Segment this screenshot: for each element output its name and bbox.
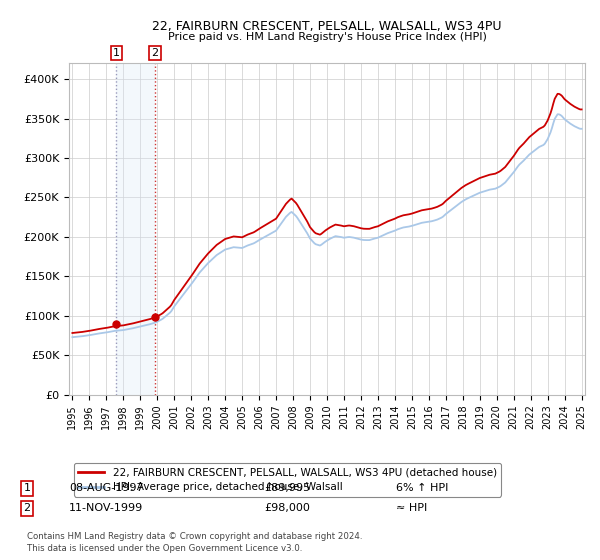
Text: 1: 1 [113,48,120,58]
Text: £89,995: £89,995 [264,483,310,493]
Text: 6% ↑ HPI: 6% ↑ HPI [396,483,448,493]
Text: 1: 1 [23,483,31,493]
Text: 11-NOV-1999: 11-NOV-1999 [69,503,143,514]
Text: 2: 2 [23,503,31,514]
Text: Price paid vs. HM Land Registry's House Price Index (HPI): Price paid vs. HM Land Registry's House … [167,32,487,43]
Bar [116,63,155,395]
Legend: 22, FAIRBURN CRESCENT, PELSALL, WALSALL, WS3 4PU (detached house), HPI: Average : 22, FAIRBURN CRESCENT, PELSALL, WALSALL,… [74,463,501,497]
Text: £98,000: £98,000 [264,503,310,514]
Text: 2: 2 [151,48,158,58]
Text: 08-AUG-1997: 08-AUG-1997 [69,483,143,493]
Text: ≈ HPI: ≈ HPI [396,503,427,514]
Text: Contains HM Land Registry data © Crown copyright and database right 2024.
This d: Contains HM Land Registry data © Crown c… [27,533,362,553]
Text: 22, FAIRBURN CRESCENT, PELSALL, WALSALL, WS3 4PU: 22, FAIRBURN CRESCENT, PELSALL, WALSALL,… [152,20,502,32]
